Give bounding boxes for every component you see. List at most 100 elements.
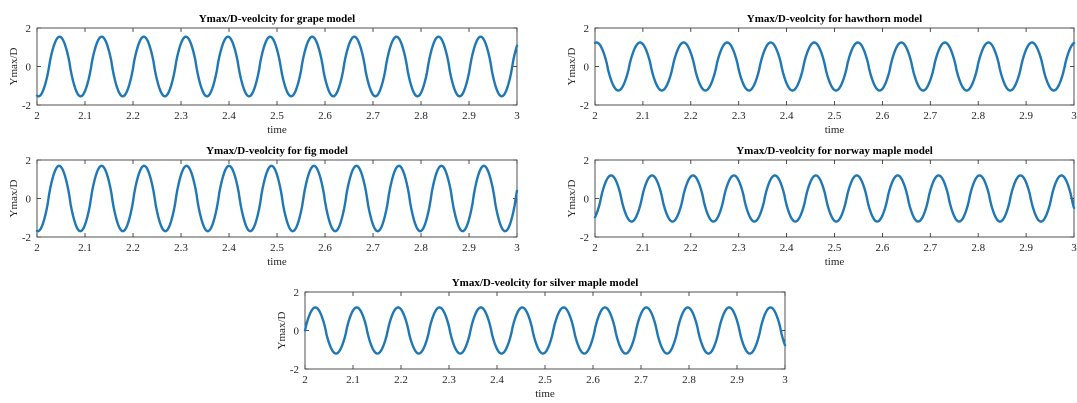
x-axis-label: time <box>267 256 287 268</box>
y-tick-label: 2 <box>294 287 300 299</box>
x-tick-label: 2.3 <box>174 110 188 122</box>
x-tick-label: 2 <box>34 242 40 254</box>
y-tick-label: 2 <box>584 155 590 167</box>
chart-title: Ymax/D-veolcity for fig model <box>206 145 348 157</box>
x-axis-label: time <box>535 388 555 400</box>
x-tick-label: 2.7 <box>366 242 380 254</box>
x-tick-label: 2.4 <box>780 242 794 254</box>
x-tick-label: 2 <box>302 374 308 386</box>
y-axis-label: Ymax/D <box>566 180 578 218</box>
y-axis-label: Ymax/D <box>276 312 288 350</box>
x-tick-label: 2.1 <box>636 110 650 122</box>
x-tick-label: 2 <box>592 110 598 122</box>
x-tick-label: 2.7 <box>923 110 937 122</box>
x-tick-label: 2.2 <box>126 242 140 254</box>
x-tick-label: 3 <box>514 110 520 122</box>
x-tick-label: 2.3 <box>732 242 746 254</box>
subplot-5: Ymax/D-veolcity for silver maple model 2 2… <box>276 277 788 400</box>
x-tick-label: 2.6 <box>318 242 332 254</box>
series-line <box>35 35 519 98</box>
x-tick-label: 2.3 <box>442 374 456 386</box>
x-tick-label: 3 <box>1071 110 1077 122</box>
y-axis-label: Ymax/D <box>566 48 578 86</box>
x-tick-label: 2.8 <box>971 110 985 122</box>
x-tick-label: 2.9 <box>1019 110 1033 122</box>
x-tick-label: 2.5 <box>828 242 842 254</box>
series-line <box>303 306 787 355</box>
x-tick-label: 2.1 <box>78 110 92 122</box>
y-tick-label: -2 <box>580 232 589 244</box>
x-tick-label: 2.6 <box>876 110 890 122</box>
x-tick-label: 2.1 <box>636 242 650 254</box>
axes-box <box>304 291 786 370</box>
y-axis-label: Ymax/D <box>8 180 20 218</box>
x-tick-label: 2.5 <box>828 110 842 122</box>
x-tick-label: 2.6 <box>318 110 332 122</box>
series-line <box>593 41 1076 92</box>
chart-title: Ymax/D-veolcity for silver maple model <box>452 277 639 289</box>
series-line <box>593 174 1076 223</box>
y-tick-label: 2 <box>26 23 32 35</box>
y-tick-label: 0 <box>584 194 590 206</box>
x-tick-label: 2.4 <box>780 110 794 122</box>
x-tick-label: 2.4 <box>222 110 236 122</box>
x-tick-label: 2.5 <box>270 242 284 254</box>
x-tick-label: 2.7 <box>923 242 937 254</box>
x-tick-label: 3 <box>514 242 520 254</box>
x-tick-label: 2.3 <box>174 242 188 254</box>
x-tick-label: 2.8 <box>414 242 428 254</box>
x-tick-label: 2.7 <box>634 374 648 386</box>
x-tick-label: 2.5 <box>270 110 284 122</box>
x-tick-label: 2.9 <box>730 374 744 386</box>
y-tick-label: 2 <box>26 155 32 167</box>
x-axis-label: time <box>825 124 845 136</box>
x-tick-label: 2.8 <box>414 110 428 122</box>
x-tick-label: 2.1 <box>78 242 92 254</box>
chart-title: Ymax/D-veolcity for norway maple model <box>736 145 933 157</box>
y-tick-label: -2 <box>22 100 31 112</box>
y-tick-label: 2 <box>584 23 590 35</box>
series-line <box>35 164 519 233</box>
subplot-4: Ymax/D-veolcity for norway maple model 2 2… <box>566 145 1077 268</box>
x-tick-label: 2.3 <box>732 110 746 122</box>
x-tick-label: 3 <box>782 374 788 386</box>
x-tick-label: 2.6 <box>586 374 600 386</box>
y-tick-label: -2 <box>290 364 299 376</box>
x-axis-label: time <box>267 124 287 136</box>
axes-box <box>594 159 1075 238</box>
x-tick-label: 2.9 <box>462 110 476 122</box>
y-tick-label: 0 <box>584 62 590 74</box>
x-axis-label: time <box>825 256 845 268</box>
x-tick-label: 2 <box>34 110 40 122</box>
x-tick-label: 2.8 <box>971 242 985 254</box>
y-tick-label: 0 <box>294 326 300 338</box>
x-tick-label: 2.2 <box>684 242 698 254</box>
x-tick-label: 2.2 <box>394 374 408 386</box>
x-tick-label: 2.2 <box>126 110 140 122</box>
axes-box <box>36 27 518 106</box>
y-tick-label: -2 <box>580 100 589 112</box>
chart-title: Ymax/D-veolcity for hawthorn model <box>747 13 922 25</box>
x-tick-label: 2.4 <box>490 374 504 386</box>
x-tick-label: 3 <box>1071 242 1077 254</box>
x-tick-label: 2.6 <box>876 242 890 254</box>
x-tick-label: 2 <box>592 242 598 254</box>
x-tick-label: 2.9 <box>1019 242 1033 254</box>
chart-title: Ymax/D-veolcity for grape model <box>199 13 356 25</box>
subplot-3: Ymax/D-veolcity for fig model 2 2.1 2.2 2.3 2… <box>8 145 520 268</box>
x-tick-label: 2.5 <box>538 374 552 386</box>
y-tick-label: 0 <box>26 62 32 74</box>
subplot-1: Ymax/D-veolcity for grape model 2 2.1 2.2 2.… <box>8 13 520 136</box>
x-tick-label: 2.8 <box>682 374 696 386</box>
y-tick-label: 0 <box>26 194 32 206</box>
y-tick-label: -2 <box>22 232 31 244</box>
subplot-2: Ymax/D-veolcity for hawthorn model 2 2.1 2.… <box>566 13 1077 136</box>
y-axis-label: Ymax/D <box>8 48 20 86</box>
x-tick-label: 2.1 <box>346 374 360 386</box>
x-tick-label: 2.4 <box>222 242 236 254</box>
x-tick-label: 2.7 <box>366 110 380 122</box>
x-tick-label: 2.9 <box>462 242 476 254</box>
x-tick-label: 2.2 <box>684 110 698 122</box>
axes-box <box>594 27 1075 106</box>
